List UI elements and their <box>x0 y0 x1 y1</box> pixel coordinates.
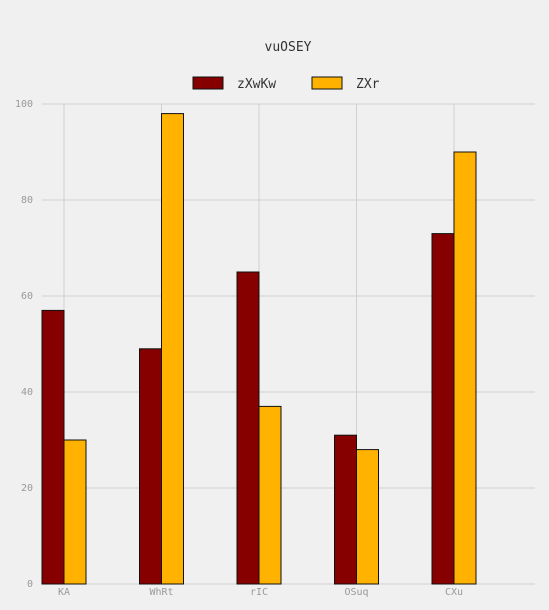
chart-title: vuOSEY <box>265 40 312 55</box>
bar-zxr-ka <box>63 439 87 585</box>
bar-zxwkw-cxu <box>431 233 455 585</box>
y-tick-label-20: 20 <box>21 483 33 494</box>
y-tick-label-100: 100 <box>15 99 33 110</box>
y-tick-label-40: 40 <box>21 387 33 398</box>
x-tick-label-ric: rIC <box>250 587 268 598</box>
x-tick-label-cxu: CXu <box>445 587 463 598</box>
y-tick-label-0: 0 <box>27 579 33 590</box>
x-tick-label-ka: KA <box>58 587 70 598</box>
bar-zxr-ric <box>258 405 282 585</box>
bar-zxwkw-ka <box>41 309 65 585</box>
legend-label-zxr: ZXr <box>356 77 380 92</box>
bar-zxr-whrt <box>161 113 184 585</box>
bar-zxr-cxu <box>453 151 477 585</box>
legend: zXwKw ZXr <box>192 76 380 92</box>
x-tick-label-whrt: WhRt <box>149 587 173 598</box>
bar-zxwkw-whrt <box>139 348 162 585</box>
legend-swatch-zxwkw <box>192 76 224 90</box>
legend-item-zxwkw[interactable]: zXwKw <box>192 76 276 92</box>
bar-zxwkw-ric <box>236 271 260 585</box>
bar-zxr-osuq <box>356 449 379 585</box>
y-tick-label-60: 60 <box>21 291 33 302</box>
legend-item-zxr[interactable]: ZXr <box>311 76 380 92</box>
legend-swatch-zxr <box>311 76 343 90</box>
y-axis-tick-labels: 0 20 40 60 80 100 <box>15 99 33 590</box>
x-axis-tick-labels: KA WhRt rIC OSuq CXu <box>58 587 463 598</box>
bars <box>41 113 477 585</box>
bar-zxwkw-osuq <box>334 434 357 585</box>
y-tick-label-80: 80 <box>21 195 33 206</box>
x-tick-label-osuq: OSuq <box>344 587 368 598</box>
legend-label-zxwkw: zXwKw <box>237 77 276 92</box>
